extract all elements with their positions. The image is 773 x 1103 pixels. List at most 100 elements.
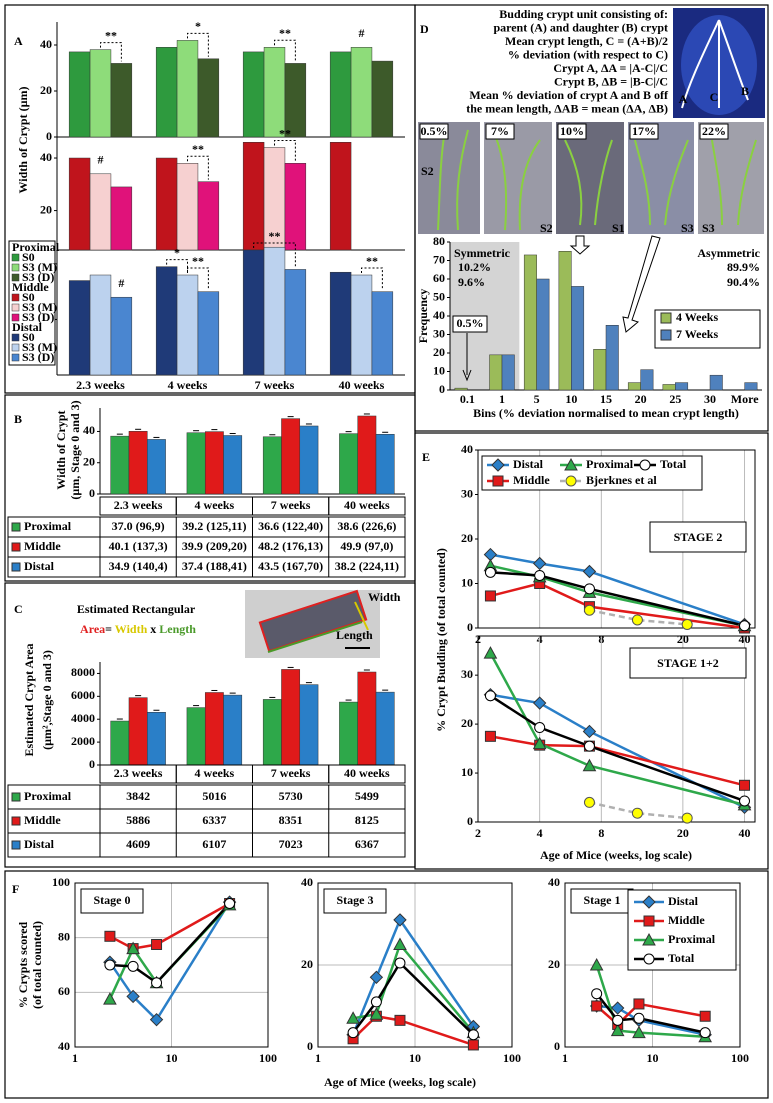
bar [375,691,395,766]
legend-label: S3 (M) [22,300,57,314]
bar [284,63,307,138]
x-axis-label: Age of Mice (weeks, log scale) [540,848,692,862]
marker [370,996,382,1008]
label-box [452,315,488,333]
marker [483,646,498,659]
x-tick-label: 20 [677,826,689,840]
marker [583,796,595,808]
y-axis-label: % Crypt Budding (of total counted) [434,548,448,732]
series-line [351,917,475,1036]
marker [467,1029,479,1041]
bar [262,699,282,766]
bar [523,254,537,391]
marker [632,1025,646,1039]
bar [662,384,676,391]
chart-title: STAGE 1+2 [657,656,719,670]
bar [147,712,166,766]
description: Mean crypt length, C = (A+B)/2 [505,34,668,48]
x-tick-label: 10 [409,1051,421,1065]
bar [110,63,133,138]
legend-title: Proximal [12,240,60,254]
bar [242,142,265,251]
x-tick-label: 1 [562,1051,568,1065]
y-tick-label: 0 [554,1039,560,1053]
marker [394,957,406,969]
y-tick-label: 40 [301,875,313,889]
title-part: = [105,622,115,636]
table-value: 3842 [126,789,150,803]
annotation: * [195,19,201,33]
bar [299,684,319,766]
marker [149,1012,164,1027]
bar [571,286,585,391]
marker [369,970,384,985]
marker [492,475,504,487]
description: Crypt B, ΔB = |B-C|/C [554,74,668,88]
marker [484,730,496,742]
x-tick-label: 0.1 [460,392,475,406]
legend-swatch [11,313,20,322]
crypt-thumbnails [418,122,764,234]
x-tick-label: 1 [315,1051,321,1065]
bar [155,157,178,251]
x-tick-label: 25 [669,392,681,406]
y-tick-label: 0 [89,757,95,771]
annotation: 0.5% [457,316,484,330]
x-tick-label: 10 [166,1051,178,1065]
legend-swatch [11,816,21,826]
marker [612,1014,624,1026]
stage-label: S3 [681,221,694,235]
significance-bracket [187,267,209,290]
marker [127,960,139,972]
marker [681,812,693,824]
marker [639,459,651,471]
x-tick-label: 10 [565,392,577,406]
y-tick-label: 20 [461,716,473,730]
annotation: Asymmetric [697,246,760,260]
significance-bracket [274,140,296,162]
title-part: Length [159,622,196,636]
y-tick-label: 100 [52,875,70,889]
table-value: 40.1 (137,3) [109,539,168,553]
marker [484,690,496,702]
chart-title: Stage 0 [94,893,131,907]
annotation: Symmetric [454,246,511,260]
bar [155,47,178,138]
legend-label: S3 (D) [22,350,54,364]
x-tick-label: 100 [731,1051,749,1065]
series-line [352,960,475,1036]
annotation: ** [269,229,281,243]
title-part: x [147,622,159,636]
table-header: 40 weeks [344,766,390,780]
bar [263,246,286,376]
bar [357,415,377,495]
arrow [462,333,472,382]
legend-swatch [11,542,21,552]
stage-label: S2 [540,221,553,235]
marker [699,1027,711,1039]
bar [242,51,265,138]
panel-letter: E [422,450,430,464]
significance-bracket [166,259,188,273]
marker [642,932,656,946]
legend-title: Middle [12,280,49,294]
x-tick-label: 2 [475,826,481,840]
legend-label: Distal [513,457,544,471]
annotation: ** [366,254,378,268]
marker [631,614,643,626]
marker [534,722,546,734]
bar [371,60,394,138]
marker [643,915,655,927]
bar [147,439,166,495]
marker [532,696,547,710]
bar [284,269,307,376]
series-line [490,564,745,627]
title-box [570,888,634,914]
marker [699,1010,711,1022]
bar [128,697,148,766]
bar [501,354,515,391]
bar [176,40,199,138]
image-label: Width [368,590,401,604]
annotation: ** [279,26,291,40]
table-value: 39.2 (125,11) [182,519,246,533]
